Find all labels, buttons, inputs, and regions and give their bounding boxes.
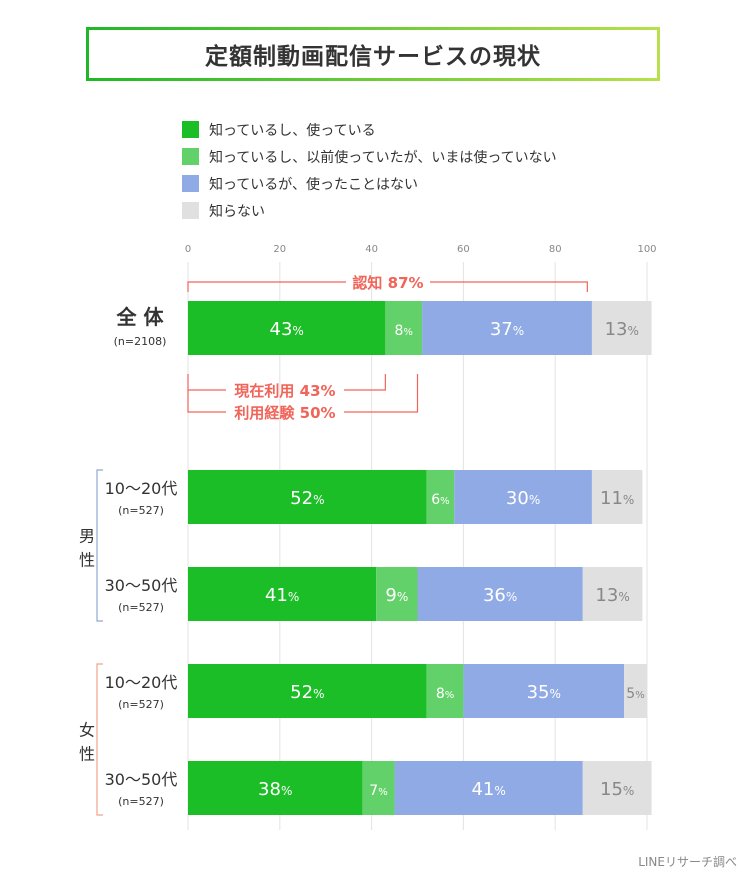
data-label-row0-unknown: 13% [605,319,639,340]
row-n-3: (n=527) [118,698,164,711]
x-tick-label-20: 20 [273,244,286,255]
data-label-row3-used: 52% [290,682,324,703]
data-label-row4-unknown: 15% [600,779,634,800]
source-credit: LINEリサーチ調べ [638,855,737,869]
annotation-label-current-use: 現在利用 43% [234,382,335,400]
data-label-row4-used-before: 7% [369,783,387,799]
legend-item-used: 知っているし、使っている [182,116,557,143]
x-tick-label-100: 100 [637,244,656,255]
group-bracket-female [96,663,103,816]
annotation-bracket-awareness [187,281,588,292]
data-label-row3-unknown: 5% [626,686,644,702]
x-tick-label-60: 60 [457,244,470,255]
row-n-2: (n=527) [118,601,164,614]
bar-segment-row2-used [188,567,377,621]
data-label-row2-used: 41% [265,585,299,606]
data-label-row0-used: 43% [270,319,304,340]
legend-item-used-before: 知っているし、以前使っていたが、いまは使っていない [182,143,557,170]
annotation-bracket-experience [187,374,419,413]
bar-segment-row0-never-used [422,301,592,355]
bar-segment-row3-unknown [624,664,647,718]
data-label-row4-never-used: 41% [471,779,505,800]
legend-swatch-used [182,121,199,138]
bar-segment-row4-used [188,761,363,815]
bar-segment-row1-unknown [591,470,643,524]
data-label-row1-unknown: 11% [600,488,634,509]
legend-label-used-before: 知っているし、以前使っていたが、いまは使っていない [209,149,557,166]
row-label-3: 10〜20代 [105,673,178,692]
group-label-female-char-2: 性 [79,745,95,764]
page-title: 定額制動画配信サービスの現状 [205,44,541,70]
data-label-row2-never-used: 36% [483,585,517,606]
data-label-row4-used: 38% [258,779,292,800]
data-label-row1-used: 52% [290,488,324,509]
title-box: 定額制動画配信サービスの現状 [86,27,660,81]
x-tick-label-80: 80 [549,244,562,255]
legend-item-unknown: 知らない [182,197,557,224]
bar-segment-row1-used [188,470,427,524]
bar-segment-row0-used [188,301,386,355]
legend: 知っているし、使っている 知っているし、以前使っていたが、いまは使っていない 知… [182,116,557,224]
data-label-row0-never-used: 37% [490,319,524,340]
row-label-4: 30〜50代 [105,770,178,789]
data-label-row1-never-used: 30% [506,488,540,509]
data-label-row2-used-before: 9% [385,585,408,606]
row-label-1: 10〜20代 [105,479,178,498]
legend-swatch-never-used [182,175,199,192]
annotation-label-experience: 利用経験 50% [234,404,335,422]
data-label-row3-never-used: 35% [527,682,561,703]
bar-segment-row0-used-before [385,301,423,355]
legend-item-never-used: 知っているが、使ったことはない [182,170,557,197]
legend-label-unknown: 知らない [209,203,265,220]
bar-segment-row3-used-before [426,664,464,718]
bar-segment-row0-unknown [591,301,652,355]
group-label-female-char-1: 女 [79,721,95,740]
data-label-row3-used-before: 8% [436,686,454,702]
data-label-row2-unknown: 13% [595,585,629,606]
bar-segment-row4-used-before [362,761,395,815]
data-label-row0-used-before: 8% [395,323,413,339]
group-bracket-male [96,469,103,622]
bar-segment-row2-used-before [376,567,418,621]
row-n-1: (n=527) [118,504,164,517]
legend-swatch-unknown [182,202,199,219]
bar-segment-row4-never-used [394,761,583,815]
group-label-male-char-1: 男 [79,527,95,546]
x-tick-label-40: 40 [365,244,378,255]
bar-segment-row1-used-before [426,470,455,524]
legend-label-used: 知っているし、使っている [209,122,376,139]
legend-swatch-used-before [182,148,199,165]
bar-segment-row2-never-used [417,567,583,621]
legend-label-never-used: 知っているが、使ったことはない [209,176,419,193]
bar-segment-row3-used [188,664,427,718]
row-label-2: 30〜50代 [105,576,178,595]
bar-segment-row2-unknown [582,567,643,621]
group-label-male-char-2: 性 [79,551,95,570]
row-label-total: 全 体 [116,305,165,329]
row-n-4: (n=527) [118,795,164,808]
row-n-total: (n=2108) [114,335,167,348]
bar-segment-row1-never-used [454,470,592,524]
data-label-row1-used-before: 6% [431,492,449,508]
x-tick-label-0: 0 [185,244,191,255]
bar-segment-row4-unknown [582,761,652,815]
annotation-label-awareness: 認知 87% [352,274,423,292]
bar-segment-row3-never-used [463,664,625,718]
